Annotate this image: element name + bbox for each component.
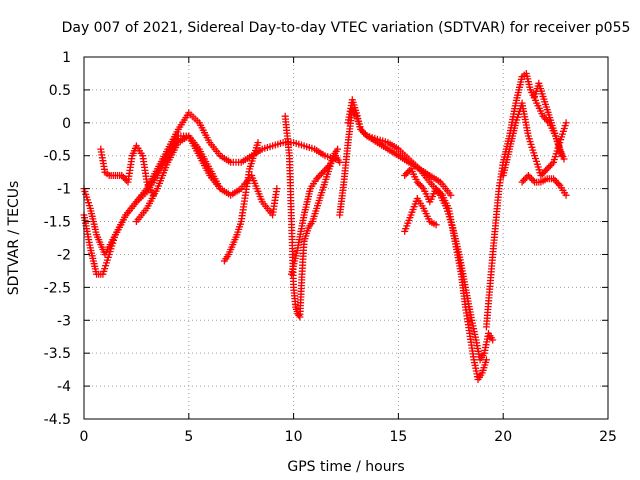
data-point-marker: [273, 185, 281, 193]
data-series: [401, 165, 490, 383]
data-series: [344, 96, 497, 364]
data-point-marker: [295, 311, 303, 319]
y-tick-label: -1.5: [44, 215, 71, 231]
data-point-marker: [360, 129, 368, 137]
data-series: [132, 132, 281, 225]
data-series: [499, 99, 570, 179]
data-point-marker: [539, 170, 546, 178]
y-tick-label: -1: [57, 182, 71, 198]
data-point-marker: [554, 180, 562, 188]
data-series: [401, 195, 440, 235]
data-series: [281, 112, 342, 321]
y-tick-label: -4.5: [44, 412, 71, 428]
data-point-marker: [489, 336, 497, 344]
data-point-marker: [562, 119, 570, 127]
data-point-marker: [560, 155, 568, 163]
y-tick-label: -3.5: [44, 346, 71, 362]
data-point-marker: [546, 162, 554, 170]
data-point-marker: [524, 172, 532, 179]
data-point-marker: [562, 191, 570, 199]
data-point-marker: [447, 191, 455, 199]
data-point-marker: [118, 172, 126, 179]
y-axis-label: SDTVAR / TECUs: [6, 181, 22, 296]
data-point-marker: [553, 178, 561, 186]
data-point-marker: [334, 145, 342, 153]
x-axis-label: GPS time / hours: [287, 459, 404, 475]
data-series: [288, 152, 344, 278]
axis-ticks: 0 5 10 15 20 25 1 0.5 0 -0.5 -1 -1.5 -2 -2.5 -3 -3.5 -4 -…: [44, 50, 617, 445]
y-tick-label: 0.5: [49, 83, 71, 99]
data-point-marker: [415, 180, 423, 188]
data-point-marker: [434, 186, 442, 194]
data-series: [220, 139, 262, 265]
x-tick-label: 25: [599, 429, 617, 445]
data-point-marker: [528, 175, 535, 183]
data-point-marker: [321, 167, 328, 174]
x-tick-label: 10: [285, 429, 303, 445]
grid-lines: [84, 57, 608, 419]
data-point-marker: [550, 175, 557, 183]
data-series: [531, 79, 568, 163]
data-point-marker: [357, 125, 365, 133]
data-point-marker: [545, 163, 553, 171]
data-point-marker: [482, 356, 490, 364]
x-tick-label: 5: [184, 429, 193, 445]
y-tick-label: -2: [57, 247, 71, 263]
data-point-marker: [529, 176, 537, 184]
x-tick-label: 0: [80, 429, 89, 445]
data-points: [80, 70, 570, 383]
y-tick-label: 0: [62, 116, 71, 132]
data-point-marker: [432, 221, 440, 229]
y-tick-label: -3: [57, 313, 71, 329]
data-series: [518, 172, 570, 199]
data-point-marker: [418, 183, 426, 191]
y-tick-label: -0.5: [44, 149, 71, 165]
data-point-marker: [520, 176, 528, 184]
y-tick-label: 1: [62, 50, 71, 66]
data-point-marker: [402, 170, 410, 178]
x-tick-label: 15: [389, 429, 407, 445]
data-series: [80, 109, 339, 278]
data-point-marker: [413, 178, 421, 186]
y-tick-label: -4: [57, 379, 71, 395]
plot-area-frame: [83, 56, 609, 420]
data-point-marker: [336, 158, 344, 166]
data-point-marker: [437, 190, 445, 198]
y-tick-label: -2.5: [44, 280, 71, 296]
chart-title: Day 007 of 2021, Sidereal Day-to-day VTE…: [62, 20, 631, 36]
data-point-marker: [254, 139, 262, 147]
data-series: [97, 142, 157, 199]
data-point-marker: [317, 170, 325, 178]
x-tick-label: 20: [494, 429, 512, 445]
data-point-marker: [324, 163, 332, 171]
data-point-marker: [542, 167, 550, 174]
data-point-marker: [314, 173, 322, 181]
